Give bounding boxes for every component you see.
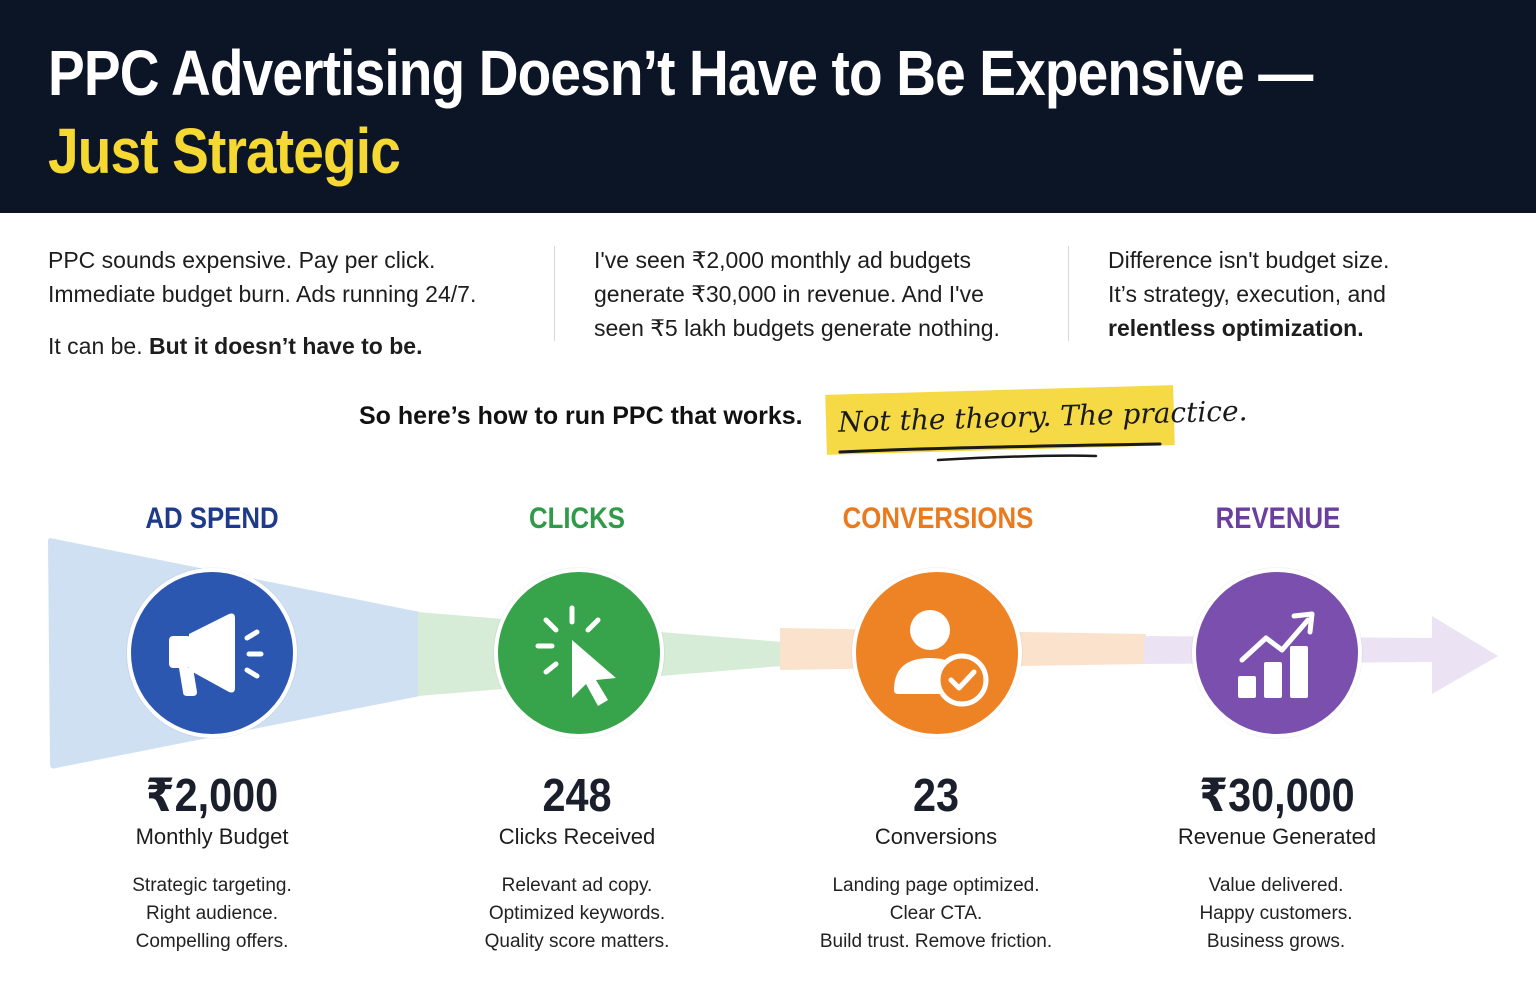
revenue-badge <box>1192 568 1362 738</box>
note-line: Happy customers. <box>1199 903 1353 924</box>
column-divider <box>554 246 555 341</box>
page-title: PPC Advertising Doesn’t Have to Be Expen… <box>48 37 1313 109</box>
ad-spend-value: ₹2,000 <box>145 769 279 821</box>
intro-column-3: Difference isn't budget size. It’s strat… <box>1108 243 1508 345</box>
note-line: Business grows. <box>1206 931 1346 952</box>
megaphone-icon <box>169 613 264 696</box>
tagline: So here’s how to run PPC that works. <box>359 402 803 430</box>
ad-spend-label: Monthly Budget <box>135 824 289 849</box>
note-line: Compelling offers. <box>135 931 289 952</box>
intro-text: generate ₹30,000 in revenue. And I've <box>594 281 984 307</box>
note-line: Clear CTA. <box>889 903 983 924</box>
ad-spend-notes: Strategic targeting. Right audience. Com… <box>62 872 362 956</box>
growth-chart-icon <box>1238 611 1315 698</box>
note-line: Right audience. <box>145 903 279 924</box>
note-line: Landing page optimized. <box>832 875 1040 896</box>
page-title-highlight: Just Strategic <box>48 115 401 187</box>
note-line: Quality score matters. <box>484 931 670 952</box>
intro-column-2: I've seen ₹2,000 monthly ad budgets gene… <box>594 243 1044 345</box>
stage-title-ad-spend: AD SPEND <box>145 502 279 535</box>
intro-text: PPC sounds expensive. Pay per click. <box>48 247 436 273</box>
conversions-notes: Landing page optimized. Clear CTA. Build… <box>786 872 1086 956</box>
clicks-label: Clicks Received <box>498 824 656 849</box>
clicks-badge <box>494 568 664 738</box>
intro-text: Immediate budget burn. Ads running 24/7. <box>48 281 477 307</box>
handwritten-underline <box>838 442 1162 462</box>
cursor-click-icon <box>535 605 616 706</box>
stage-title-clicks: CLICKS <box>528 502 626 535</box>
revenue-label: Revenue Generated <box>1177 824 1377 849</box>
intro-text: It’s strategy, execution, and <box>1108 281 1386 307</box>
stage-title-conversions: CONVERSIONS <box>842 502 1034 535</box>
intro-text: It can be. But it doesn’t have to be. <box>48 333 423 359</box>
intro-text: relentless optimization. <box>1108 315 1364 341</box>
revenue-value: ₹30,000 <box>1199 769 1355 821</box>
conversions-label: Conversions <box>874 824 998 849</box>
intro-text: I've seen ₹2,000 monthly ad budgets <box>594 247 972 273</box>
note-line: Build trust. Remove friction. <box>819 931 1053 952</box>
note-line: Value delivered. <box>1208 875 1344 896</box>
stage-title-revenue: REVENUE <box>1215 502 1341 535</box>
user-check-icon <box>894 610 989 707</box>
revenue-notes: Value delivered. Happy customers. Busine… <box>1126 872 1426 956</box>
clicks-notes: Relevant ad copy. Optimized keywords. Qu… <box>427 872 727 956</box>
note-line: Optimized keywords. <box>488 903 666 924</box>
note-line: Strategic targeting. <box>132 875 292 896</box>
intro-text: Difference isn't budget size. <box>1108 247 1390 273</box>
conversions-badge <box>852 568 1022 738</box>
note-line: Relevant ad copy. <box>501 875 653 896</box>
column-divider <box>1068 246 1069 341</box>
header-banner: PPC Advertising Doesn’t Have to Be Expen… <box>0 0 1536 213</box>
ad-spend-badge <box>127 568 297 738</box>
intro-column-1: PPC sounds expensive. Pay per click. Imm… <box>48 243 538 363</box>
intro-text: seen ₹5 lakh budgets generate nothing. <box>594 315 1000 341</box>
conversions-value: 23 <box>912 769 960 821</box>
clicks-value: 248 <box>542 769 612 821</box>
